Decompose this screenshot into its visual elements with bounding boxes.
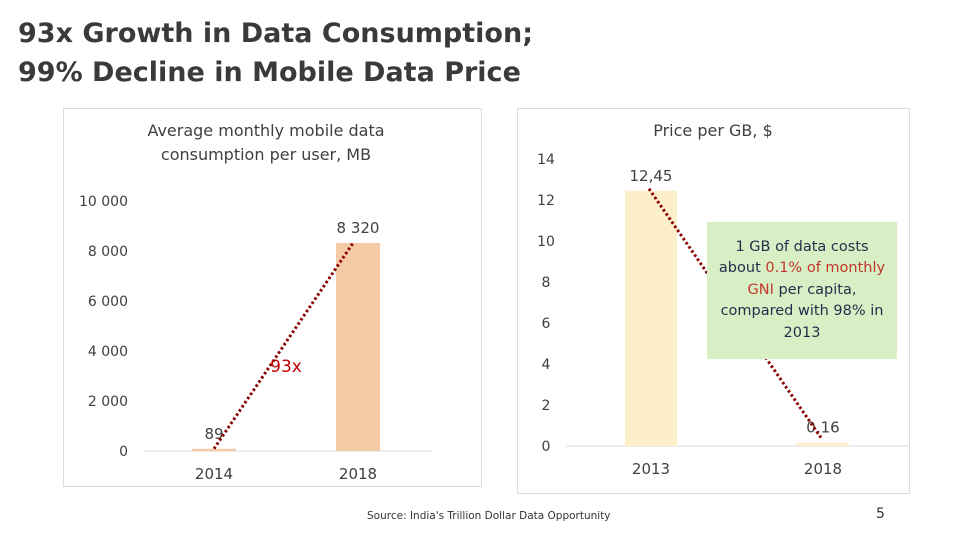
bar-2018	[797, 442, 849, 446]
bar-2014	[192, 448, 236, 451]
data-label: 0,16	[806, 419, 839, 437]
title-line-2: 99% Decline in Mobile Data Price	[18, 57, 521, 88]
consumption-chart: Average monthly mobile data consumption …	[79, 121, 431, 483]
trend-line	[212, 242, 355, 450]
y-tick-label: 2	[542, 398, 551, 414]
data-label: 8 320	[337, 219, 380, 237]
data-label: 12,45	[630, 167, 673, 185]
y-tick-label: 4	[542, 357, 551, 373]
x-tick-label: 2013	[632, 460, 670, 478]
callout-text-2: per capita, compared with 98% in 2013	[720, 281, 884, 341]
y-tick-label: 8	[542, 275, 551, 291]
x-tick-label: 2018	[804, 460, 842, 478]
price-chart: Price per GB, $ 0 2 4 6 8 10 12 14 2013 12,45 2018…	[537, 121, 909, 478]
callout-text-1: 1 GB of data costs about	[718, 238, 869, 277]
growth-annotation: 93x	[270, 357, 302, 377]
bar-2018	[336, 243, 380, 451]
y-tick-label: 6	[542, 316, 551, 332]
y-tick-label: 0	[542, 439, 551, 455]
y-tick-label: 4 000	[88, 344, 128, 360]
chart-title: Price per GB, $	[653, 121, 773, 140]
gni-callout: 1 GB of data costs about 0.1% of monthly…	[707, 222, 897, 359]
y-tick-label: 10	[537, 234, 555, 250]
data-label: 89	[204, 425, 223, 443]
y-tick-label: 12	[537, 193, 555, 209]
chart-title-line-2: consumption per user, MB	[161, 145, 371, 164]
y-tick-label: 10 000	[79, 194, 128, 210]
x-tick-label: 2018	[339, 465, 377, 483]
chart-title-line-1: Average monthly mobile data	[147, 121, 384, 140]
y-tick-label: 0	[119, 444, 128, 460]
title-line-1: 93x Growth in Data Consumption;	[18, 18, 533, 49]
consumption-chart-panel: Average monthly mobile data consumption …	[63, 108, 482, 487]
page-number: 5	[876, 506, 885, 522]
callout-highlight: 0.1% of monthly GNI	[747, 260, 886, 298]
y-tick-label: 8 000	[88, 244, 128, 260]
source-note: Source: India's Trillion Dollar Data Opp…	[367, 510, 611, 522]
bar-2013	[625, 190, 677, 446]
slide-title: 93x Growth in Data Consumption; 99% Decl…	[18, 14, 533, 92]
y-tick-label: 14	[537, 152, 555, 168]
y-tick-label: 2 000	[88, 394, 128, 410]
x-tick-label: 2014	[195, 465, 233, 483]
y-tick-label: 6 000	[88, 294, 128, 310]
